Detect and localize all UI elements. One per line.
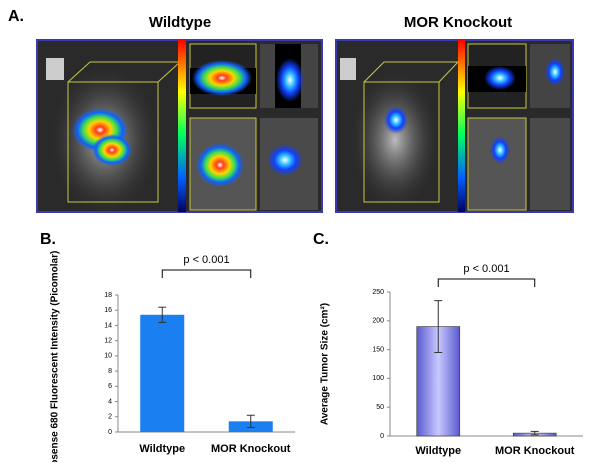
y-tick-label: 2 — [108, 414, 112, 421]
imaging-panel — [335, 39, 574, 213]
panel-label: C. — [313, 231, 329, 248]
panel-label: A. — [8, 8, 24, 25]
bar — [140, 314, 185, 432]
panel-label: B. — [40, 231, 56, 248]
annotation: p < 0.001 — [463, 263, 509, 275]
y-tick-label: 16 — [104, 307, 112, 314]
x-tick-label: Wildtype — [139, 443, 185, 455]
x-tick-label: MOR Knockout — [495, 445, 575, 457]
x-tick-label: Wildtype — [415, 445, 461, 457]
error-bar — [158, 306, 167, 323]
image-title: Wildtype — [149, 14, 211, 31]
y-axis-label: Prosense 680 Fluorescent Intensity (Pico… — [50, 251, 61, 462]
image-title: MOR Knockout — [404, 14, 512, 31]
significance-bracket — [161, 269, 252, 278]
y-tick-label: 4 — [108, 398, 112, 405]
y-tick-label: 250 — [372, 289, 384, 296]
imaging-panel — [36, 39, 323, 215]
x-tick-label: MOR Knockout — [211, 443, 291, 455]
y-tick-label: 8 — [108, 368, 112, 375]
error-bar — [530, 430, 539, 436]
y-tick-label: 18 — [104, 292, 112, 299]
y-tick-label: 6 — [108, 383, 112, 390]
y-tick-label: 0 — [380, 433, 384, 440]
error-bar — [434, 300, 443, 353]
error-bar — [246, 414, 255, 428]
y-tick-label: 150 — [372, 346, 384, 353]
y-axis-label: Average Tumor Size (cm²) — [320, 303, 331, 425]
y-tick-label: 12 — [104, 338, 112, 345]
y-tick-label: 0 — [108, 429, 112, 436]
y-tick-label: 200 — [372, 318, 384, 325]
y-tick-label: 10 — [104, 353, 112, 360]
y-tick-label: 100 — [372, 375, 384, 382]
y-tick-label: 50 — [376, 404, 384, 411]
annotation: p < 0.001 — [183, 254, 229, 266]
significance-bracket — [437, 278, 536, 287]
y-tick-label: 14 — [104, 322, 112, 329]
